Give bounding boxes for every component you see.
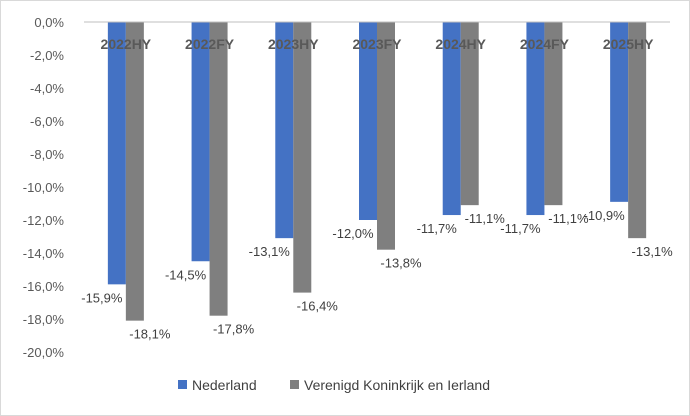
bar-1-0	[125, 22, 144, 321]
data-label-1-5: -11,1%	[548, 211, 589, 226]
data-label-1-4: -11,1%	[465, 211, 506, 226]
data-label-1-0: -18,1%	[129, 327, 171, 342]
bar-0-4	[442, 22, 461, 216]
category-label: 2023FY	[352, 36, 402, 52]
bars-layer	[107, 22, 647, 321]
data-label-0-1: -14,5%	[165, 267, 207, 282]
bar-1-1	[209, 22, 228, 316]
data-label-1-6: -13,1%	[632, 244, 674, 259]
bar-0-0	[107, 22, 126, 285]
y-tick-label: -18,0%	[23, 312, 65, 327]
bar-1-4	[460, 22, 479, 206]
y-axis-ticks: 0,0% -2,0% -4,0% -6,0% -8,0% -10,0% -12,0% -14,…	[23, 15, 65, 360]
data-label-0-2: -13,1%	[249, 244, 291, 259]
data-label-0-5: -11,7%	[500, 221, 541, 236]
data-label-1-2: -16,4%	[297, 299, 339, 314]
bar-1-6	[628, 22, 647, 239]
legend-label-0: Nederland	[192, 377, 257, 393]
y-tick-label: -2,0%	[30, 48, 64, 63]
y-tick-label: -12,0%	[23, 213, 65, 228]
bar-0-2	[275, 22, 294, 239]
y-tick-label: -16,0%	[23, 279, 65, 294]
category-label: 2024HY	[435, 36, 486, 52]
data-label-1-1: -17,8%	[213, 322, 255, 337]
y-tick-label: -8,0%	[30, 147, 64, 162]
legend: Nederland Verenigd Koninkrijk en Ierland	[178, 377, 490, 393]
bar-1-2	[293, 22, 312, 293]
data-label-0-4: -11,7%	[417, 221, 458, 236]
bar-0-1	[191, 22, 210, 262]
y-tick-label: -14,0%	[23, 246, 65, 261]
y-tick-label: 0,0%	[34, 15, 64, 30]
bar-0-3	[359, 22, 377, 220]
bar-0-6	[610, 22, 629, 202]
y-tick-label: -4,0%	[30, 81, 64, 96]
legend-label-1: Verenigd Koninkrijk en Ierland	[304, 377, 490, 393]
category-label: 2022FY	[185, 36, 235, 52]
bar-1-3	[377, 22, 395, 250]
x-axis-categories: 2022HY 2022FY 2023HY 2023FY 2024HY 2024FY 2025…	[101, 36, 655, 52]
category-label: 2024FY	[520, 36, 570, 52]
category-label: 2022HY	[101, 36, 152, 52]
bar-1-5	[544, 22, 563, 206]
bar-0-5	[526, 22, 545, 216]
data-labels: -15,9% -18,1% -14,5% -17,8% -13,1% -16,4% -12,…	[81, 208, 673, 342]
category-label: 2025HY	[603, 36, 654, 52]
legend-swatch-1	[290, 380, 299, 389]
category-label: 2023HY	[268, 36, 319, 52]
y-tick-label: -10,0%	[23, 180, 65, 195]
data-label-0-0: -15,9%	[81, 290, 123, 305]
data-label-1-3: -13,8%	[380, 256, 422, 271]
y-tick-label: -6,0%	[30, 114, 64, 129]
data-label-0-3: -12,0%	[332, 226, 374, 241]
y-tick-label: -20,0%	[23, 345, 65, 360]
data-label-0-6: -10,9%	[584, 208, 626, 223]
legend-swatch-0	[178, 380, 187, 389]
